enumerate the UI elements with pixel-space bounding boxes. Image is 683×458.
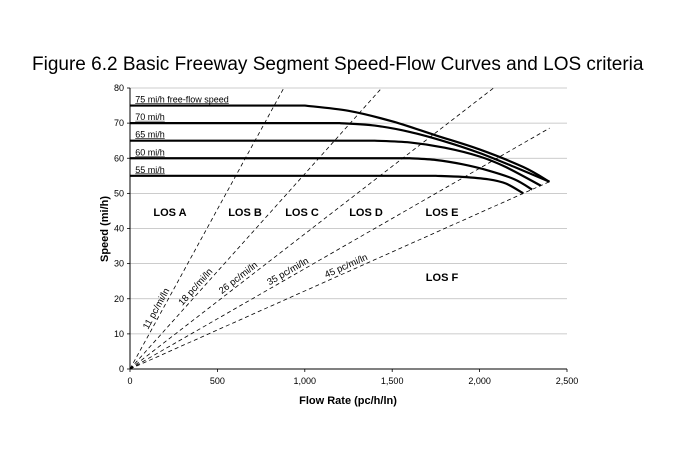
y-axis-label: Speed (mi/h) xyxy=(99,196,111,262)
density-lines xyxy=(129,87,550,370)
y-tick-label: 40 xyxy=(114,224,124,234)
los-region-label: LOS A xyxy=(153,207,186,219)
speed-flow-curve xyxy=(130,174,524,195)
speed-flow-curves xyxy=(130,104,551,195)
figure-title: Figure 6.2 Basic Freeway Segment Speed-F… xyxy=(32,54,644,75)
tick-labels: 0 10 20 30 40 50 60 70 80 0 500 1,000 1,500 2,000 2,50… xyxy=(114,83,578,386)
density-line-label: 35 pc/mi/ln xyxy=(265,256,310,288)
speed-flow-curve xyxy=(130,104,551,183)
x-tick-label: 2,500 xyxy=(556,376,579,386)
x-tick-label: 2,000 xyxy=(468,376,491,386)
density-line-label: 18 pc/mi/ln xyxy=(176,266,215,308)
y-tick-label: 30 xyxy=(114,259,124,269)
x-tick-label: 500 xyxy=(210,376,225,386)
y-tick-label: 70 xyxy=(114,118,124,128)
x-tick-label: 1,500 xyxy=(381,376,404,386)
y-tick-label: 80 xyxy=(114,83,124,93)
y-tick-label: 60 xyxy=(114,153,124,163)
speed-curve-label: 70 mi/h xyxy=(135,112,165,122)
y-tick-label: 50 xyxy=(114,188,124,198)
speed-flow-curve xyxy=(130,139,542,187)
axes xyxy=(127,87,568,372)
density-line xyxy=(129,181,550,370)
y-tick-label: 10 xyxy=(114,329,124,339)
x-tick-label: 0 xyxy=(127,376,132,386)
speed-curve-label: 75 mi/h free-flow speed xyxy=(135,95,229,105)
los-region-label: LOS C xyxy=(285,207,319,219)
los-region-label: LOS D xyxy=(349,207,383,219)
grid-layer xyxy=(130,87,567,335)
speed-curve-label: 55 mi/h xyxy=(135,165,165,175)
speed-flow-curve xyxy=(130,122,550,183)
los-region-label: LOS F xyxy=(426,272,459,284)
los-region-label: LOS E xyxy=(425,207,458,219)
los-region-label: LOS B xyxy=(228,207,262,219)
x-tick-label: 1,000 xyxy=(294,376,317,386)
annotation-labels: 11 pc/mi/ln 18 pc/mi/ln 26 pc/mi/ln 35 pc/m… xyxy=(135,95,459,331)
x-axis-label: Flow Rate (pc/h/ln) xyxy=(299,395,397,407)
speed-flow-curve xyxy=(130,157,533,191)
density-line-label: 45 pc/mi/ln xyxy=(323,252,369,281)
density-line xyxy=(129,127,550,370)
density-line xyxy=(129,87,285,370)
density-line-label: 11 pc/mi/ln xyxy=(141,286,172,331)
y-tick-label: 20 xyxy=(114,294,124,304)
speed-curve-label: 65 mi/h xyxy=(135,130,165,140)
speed-curve-label: 60 mi/h xyxy=(135,147,165,157)
density-line-label: 26 pc/mi/ln xyxy=(217,260,260,297)
y-tick-label: 0 xyxy=(119,364,124,374)
